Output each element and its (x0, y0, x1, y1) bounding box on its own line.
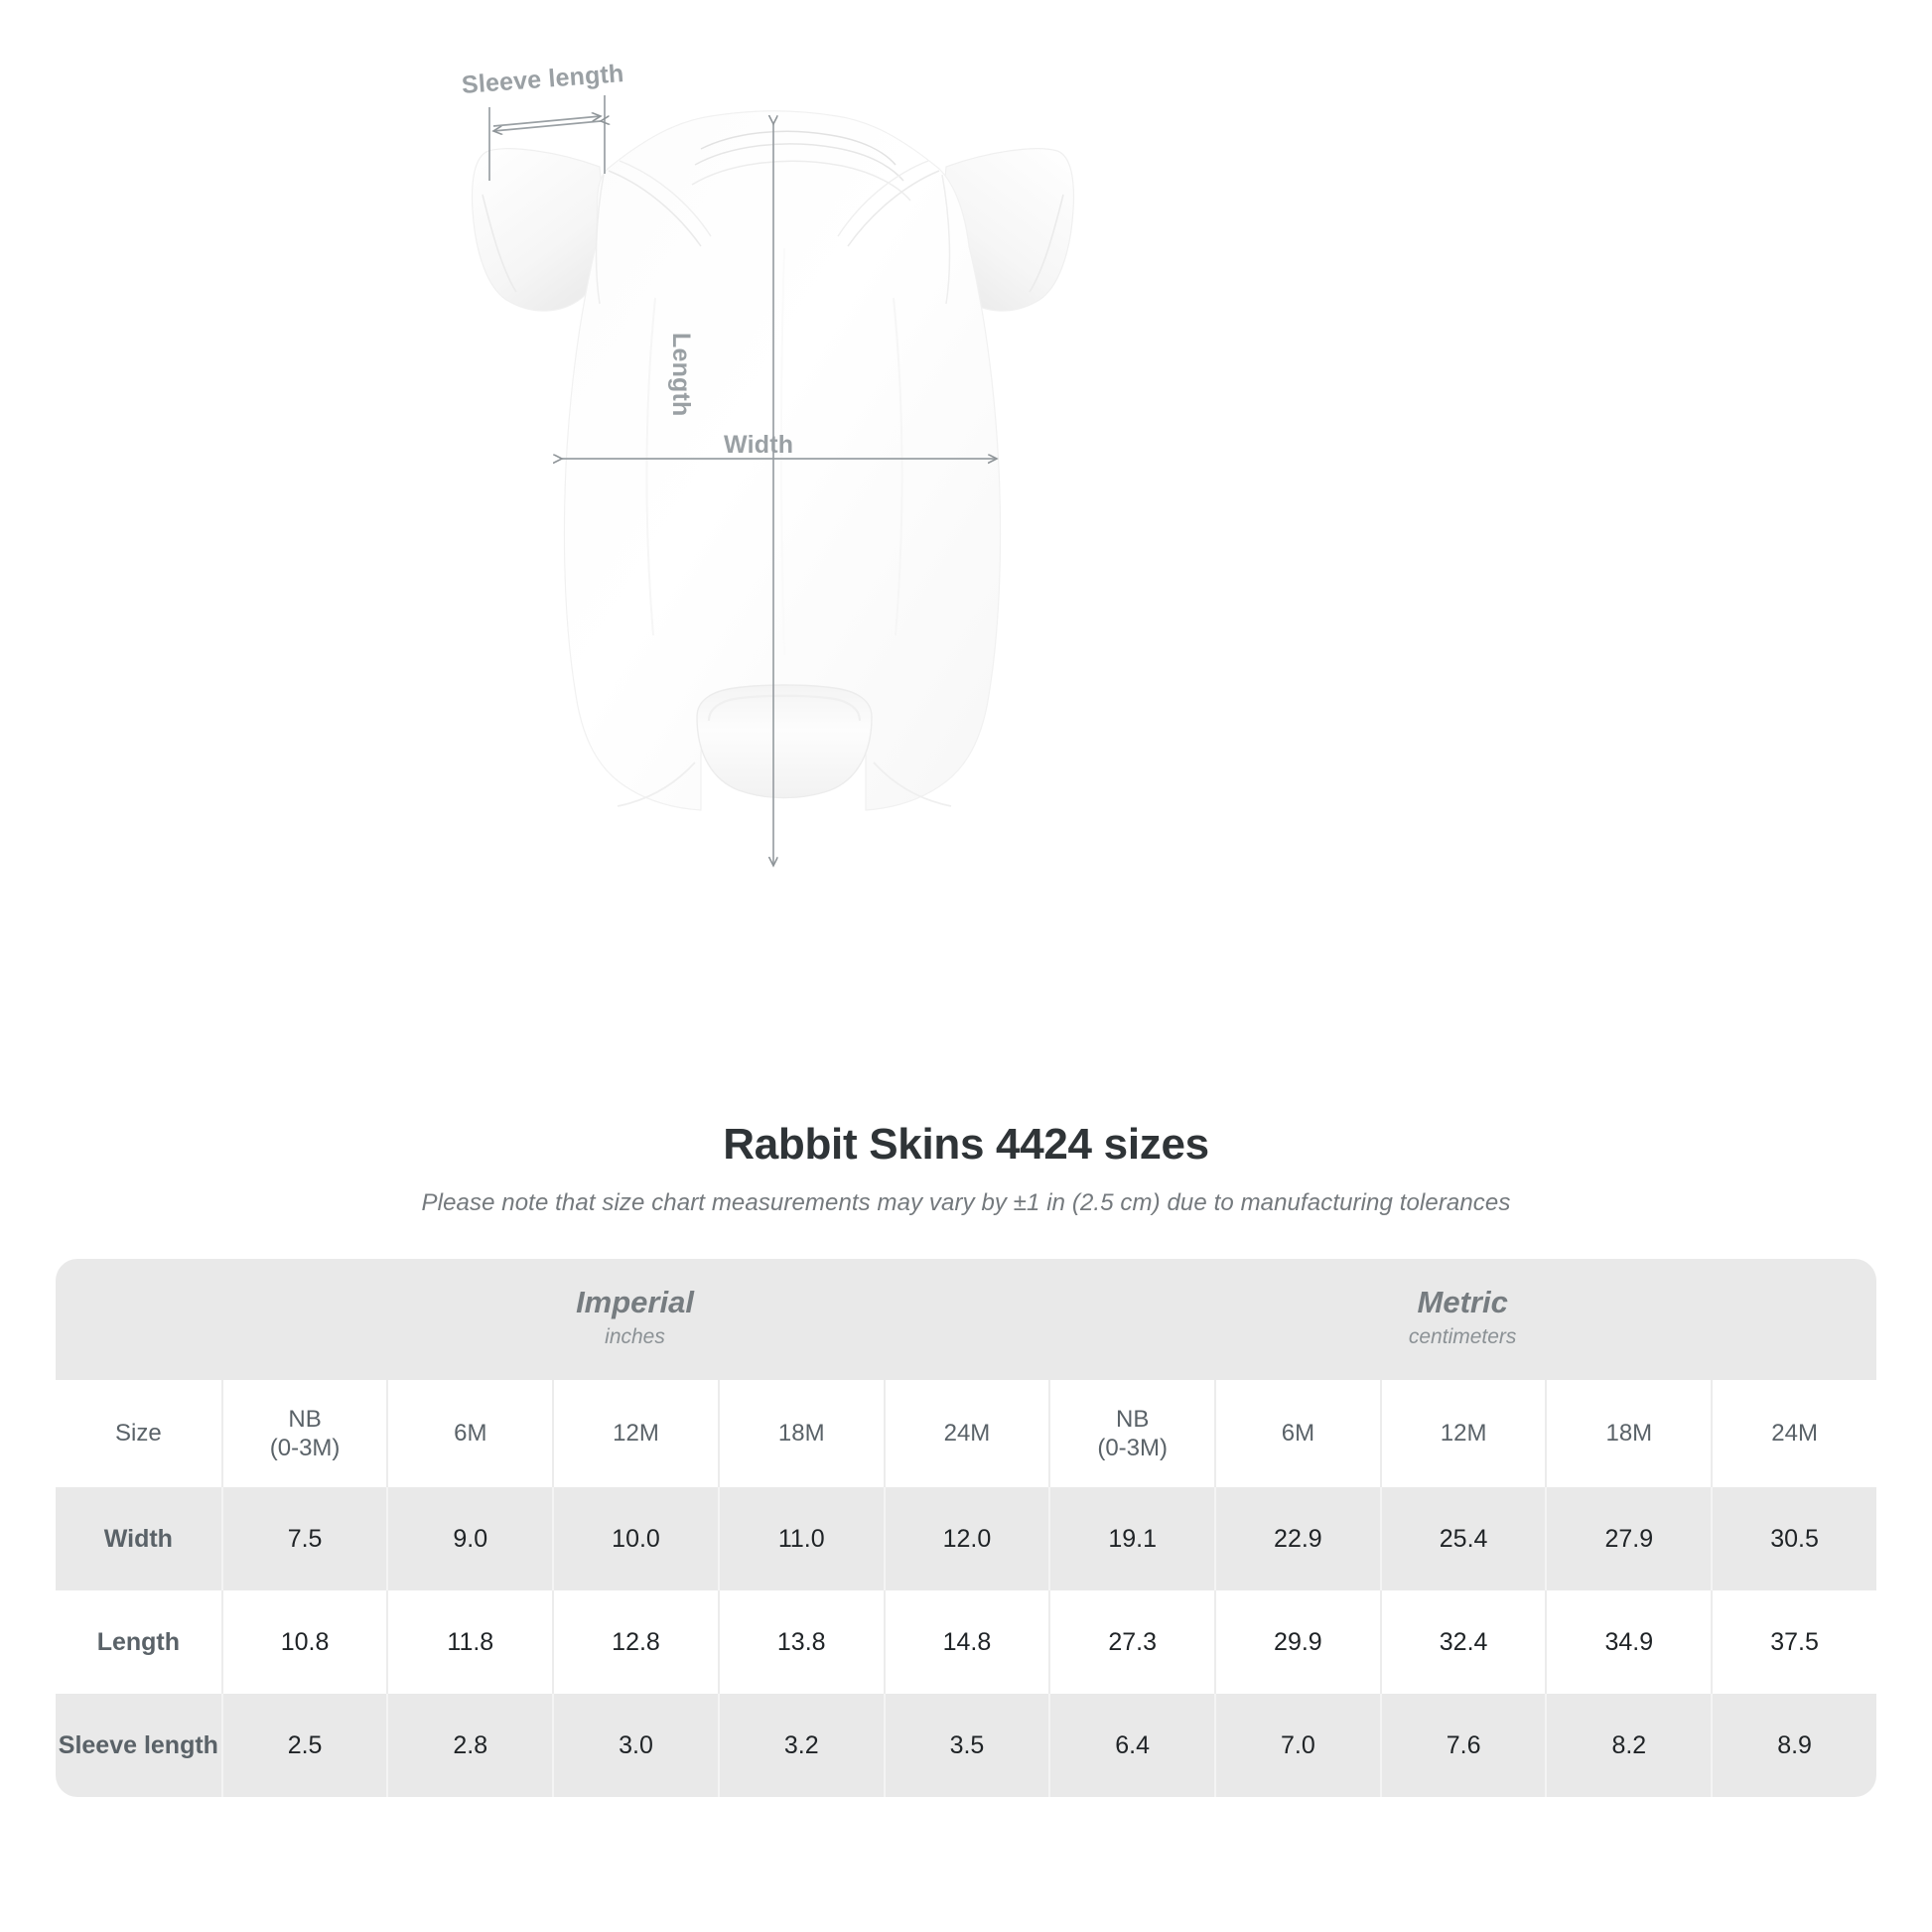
cell-length-5: 27.3 (1048, 1590, 1215, 1694)
header-col-2: 12M (552, 1380, 718, 1487)
unit-group-metric: Metric centimeters (1048, 1259, 1876, 1380)
cell-width-4: 12.0 (883, 1487, 1049, 1590)
cell-length-0: 10.8 (220, 1590, 387, 1694)
column-header-row: Size NB (0-3M) 6M 12M 18M 24M NB (0-3M) … (56, 1380, 1876, 1487)
cell-sleeve-8: 8.2 (1545, 1694, 1712, 1797)
header-col-0-line1: NB (288, 1405, 322, 1433)
cell-sleeve-5: 6.4 (1048, 1694, 1215, 1797)
cell-sleeve-6: 7.0 (1214, 1694, 1380, 1797)
title-block: Rabbit Skins 4424 sizes Please note that… (0, 1112, 1932, 1217)
header-col-5: NB (0-3M) (1048, 1380, 1215, 1487)
cell-length-9: 37.5 (1711, 1590, 1876, 1694)
size-table-container: Imperial inches Metric centimeters Size … (0, 1259, 1932, 1797)
page-subtitle: Please note that size chart measurements… (421, 1189, 1511, 1216)
cell-width-5: 19.1 (1048, 1487, 1215, 1590)
unit-spacer-cell (56, 1259, 221, 1380)
header-col-9: 24M (1711, 1380, 1876, 1487)
table-row: Width 7.5 9.0 10.0 11.0 12.0 19.1 22.9 2… (56, 1487, 1876, 1590)
row-label-sleeve-length: Sleeve length (56, 1694, 221, 1797)
cell-width-2: 10.0 (552, 1487, 718, 1590)
header-col-4: 24M (883, 1380, 1049, 1487)
cell-length-7: 32.4 (1379, 1590, 1546, 1694)
cell-sleeve-2: 3.0 (552, 1694, 718, 1797)
cell-sleeve-9: 8.9 (1711, 1694, 1876, 1797)
unit-group-imperial: Imperial inches (220, 1259, 1049, 1380)
cell-width-6: 22.9 (1214, 1487, 1380, 1590)
unit-name-metric: Metric (1417, 1285, 1508, 1320)
cell-length-2: 12.8 (552, 1590, 718, 1694)
header-col-3: 18M (717, 1380, 884, 1487)
sleeve-arrow-right (492, 116, 601, 127)
measurement-guides (488, 95, 997, 866)
length-label: Length (667, 333, 695, 417)
page-title: Rabbit Skins 4424 sizes (723, 1120, 1209, 1169)
cell-width-1: 9.0 (386, 1487, 553, 1590)
table-row: Sleeve length 2.5 2.8 3.0 3.2 3.5 6.4 7.… (56, 1694, 1876, 1797)
cell-length-1: 11.8 (386, 1590, 553, 1694)
cell-width-8: 27.9 (1545, 1487, 1712, 1590)
header-col-6: 6M (1214, 1380, 1380, 1487)
cell-width-3: 11.0 (717, 1487, 884, 1590)
row-label-width: Width (56, 1487, 221, 1590)
size-table: Imperial inches Metric centimeters Size … (56, 1259, 1876, 1797)
bodysuit-illustration (471, 95, 1075, 1112)
cell-length-6: 29.9 (1214, 1590, 1380, 1694)
cell-sleeve-7: 7.6 (1379, 1694, 1546, 1797)
cell-length-3: 13.8 (717, 1590, 884, 1694)
unit-sub-metric: centimeters (1408, 1325, 1517, 1349)
header-col-8: 18M (1545, 1380, 1712, 1487)
cell-length-8: 34.9 (1545, 1590, 1712, 1694)
sleeve-arrow (493, 121, 601, 131)
cell-length-4: 14.8 (883, 1590, 1049, 1694)
cell-width-7: 25.4 (1379, 1487, 1546, 1590)
header-size-label: Size (56, 1380, 221, 1487)
header-col-7: 12M (1379, 1380, 1546, 1487)
cell-width-9: 30.5 (1711, 1487, 1876, 1590)
unit-name-imperial: Imperial (576, 1285, 694, 1320)
header-col-0: NB (0-3M) (220, 1380, 387, 1487)
header-col-1: 6M (386, 1380, 553, 1487)
header-col-5-line2: (0-3M) (1097, 1435, 1168, 1461)
cell-sleeve-0: 2.5 (220, 1694, 387, 1797)
garment-diagram: Sleeve length Length Width (461, 60, 1075, 1112)
table-row: Length 10.8 11.8 12.8 13.8 14.8 27.3 29.… (56, 1590, 1876, 1694)
cell-width-0: 7.5 (220, 1487, 387, 1590)
header-col-5-line1: NB (1116, 1405, 1150, 1433)
cell-sleeve-4: 3.5 (883, 1694, 1049, 1797)
width-label: Width (724, 431, 794, 459)
header-col-0-line2: (0-3M) (269, 1435, 341, 1461)
cell-sleeve-3: 3.2 (717, 1694, 884, 1797)
cell-sleeve-1: 2.8 (386, 1694, 553, 1797)
unit-header-row: Imperial inches Metric centimeters (56, 1259, 1876, 1380)
unit-sub-imperial: inches (605, 1325, 665, 1349)
row-label-length: Length (56, 1590, 221, 1694)
